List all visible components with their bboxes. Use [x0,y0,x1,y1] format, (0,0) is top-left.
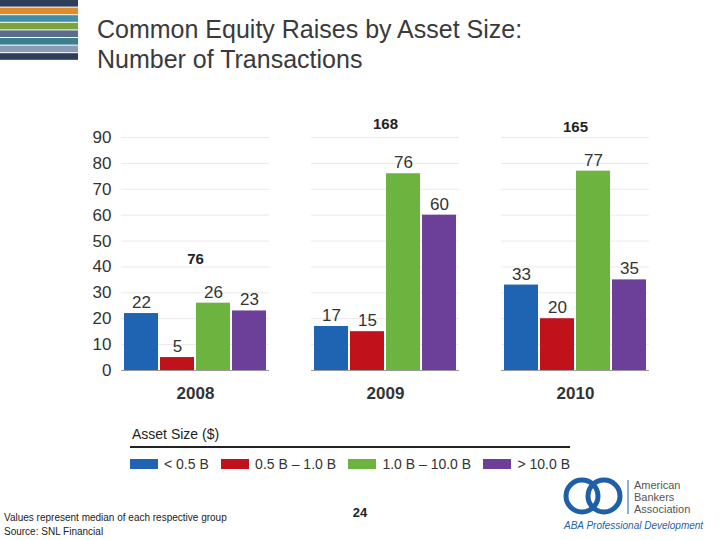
svg-text:77: 77 [584,151,603,170]
svg-text:40: 40 [93,257,112,276]
svg-text:5: 5 [173,337,182,356]
svg-text:Bankers: Bankers [634,491,675,503]
html-text:> 10.0 B: > 10.0 B [517,456,570,472]
svg-text:2010: 2010 [557,384,595,403]
svg-text:76: 76 [394,153,413,172]
svg-text:20: 20 [548,298,567,317]
svg-text:165: 165 [563,118,588,135]
svg-text:0: 0 [102,361,111,380]
svg-text:168: 168 [373,115,398,132]
svg-text:60: 60 [430,195,449,214]
svg-text:Association: Association [634,503,690,515]
svg-text:26: 26 [204,283,223,302]
svg-text:American: American [634,479,680,491]
svg-text:76: 76 [187,250,204,267]
svg-text:33: 33 [512,265,531,284]
html-text:1.0 B – 10.0 B: 1.0 B – 10.0 B [382,456,472,472]
html-text:Source: SNL Financial: Source: SNL Financial [4,526,104,537]
svg-text:70: 70 [93,180,112,199]
html-text:< 0.5 B: < 0.5 B [164,456,209,472]
svg-text:50: 50 [93,231,112,250]
svg-text:15: 15 [358,311,377,330]
svg-text:2008: 2008 [177,384,215,403]
svg-text:2009: 2009 [367,384,405,403]
svg-text:17: 17 [322,306,341,325]
html-text:Asset Size ($): Asset Size ($) [132,426,220,442]
html-text:Common Equity Raises by Asset: Common Equity Raises by Asset Size: Numb… [97,15,523,73]
svg-text:20: 20 [93,309,112,328]
svg-text:30: 30 [93,283,112,302]
svg-text:10: 10 [93,335,112,354]
html-text:Values represent median of eac: Values represent median of each respecti… [4,512,227,523]
svg-text:ABA Professional Development: ABA Professional Development [563,520,704,531]
svg-text:80: 80 [93,154,112,173]
svg-text:23: 23 [240,290,259,309]
html-text:0.5 B – 1.0 B: 0.5 B – 1.0 B [255,456,336,472]
svg-text:90: 90 [93,128,112,147]
html-text:24: 24 [352,505,368,520]
svg-text:35: 35 [620,259,639,278]
svg-text:60: 60 [93,206,112,225]
svg-text:22: 22 [132,293,151,312]
